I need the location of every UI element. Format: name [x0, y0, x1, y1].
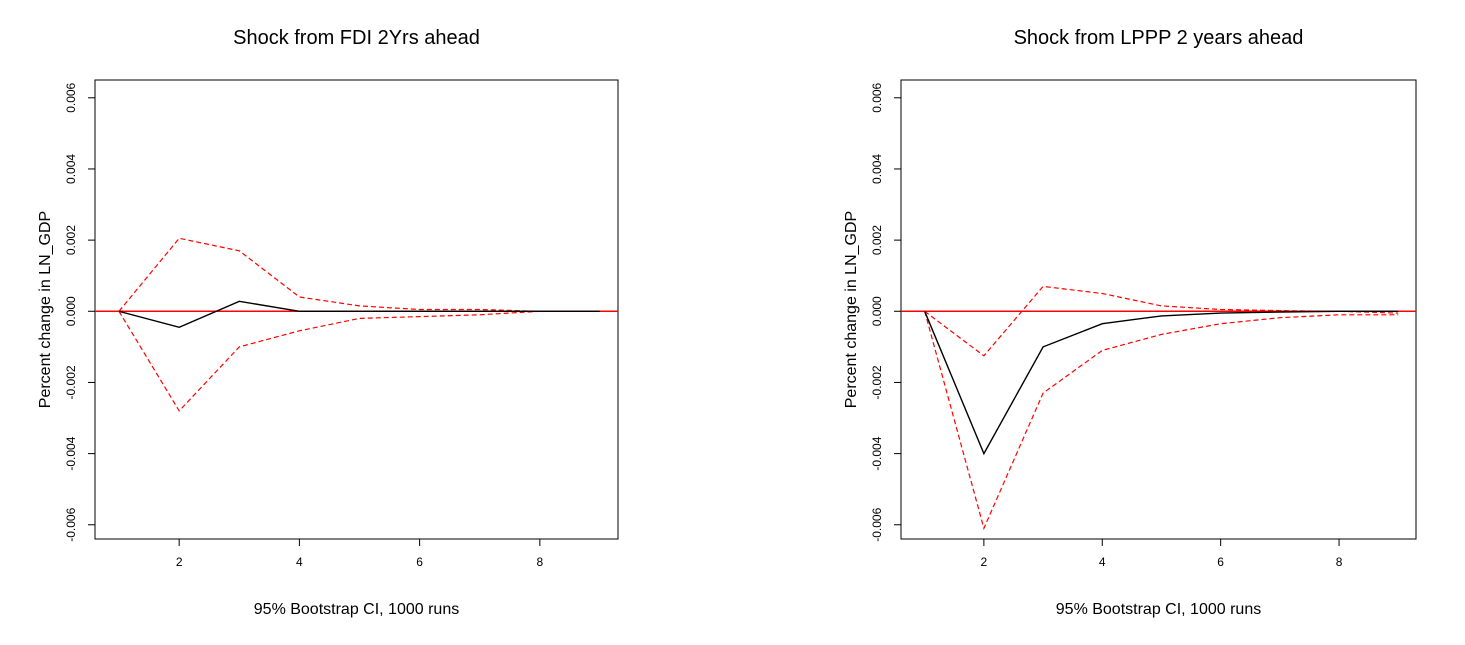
series-line-lower [118, 310, 600, 412]
y-tick-label: -0.004 [64, 436, 78, 470]
plot-frame [94, 79, 619, 540]
y-tick-label: -0.006 [870, 507, 884, 541]
y-axis-label: Percent change in LN_GDP [37, 211, 54, 408]
chart-panel-2: Shock from LPPP 2 years ahead 95% Bootstr… [843, 27, 1417, 618]
x-tick-label: 8 [1336, 555, 1343, 569]
x-axis-label: 95% Bootstrap CI, 1000 runs [254, 601, 459, 618]
chart-panel-1: Shock from FDI 2Yrs ahead 95% Bootstrap C… [37, 27, 619, 618]
x-tick-label: 6 [416, 555, 423, 569]
x-axis-label: 95% Bootstrap CI, 1000 runs [1056, 601, 1261, 618]
y-axis-label: Percent change in LN_GDP [843, 211, 860, 408]
y-tick-label: 0.006 [870, 82, 884, 112]
y-tick-label: 0.004 [870, 154, 884, 184]
plot-frame [900, 79, 1417, 540]
series-line-lower [924, 311, 1399, 531]
x-tick-label: 8 [537, 555, 544, 569]
y-tick-label: 0.000 [64, 296, 78, 326]
y-tick-label: -0.006 [64, 507, 78, 541]
y-tick-label: -0.002 [870, 365, 884, 399]
x-tick-label: 4 [1099, 555, 1106, 569]
series-line-response [924, 310, 1399, 456]
chart-title: Shock from FDI 2Yrs ahead [233, 27, 480, 49]
series-line-upper [924, 285, 1399, 357]
y-tick-label: -0.004 [870, 436, 884, 470]
chart-title: Shock from LPPP 2 years ahead [1014, 27, 1304, 49]
y-tick-label: 0.000 [870, 296, 884, 326]
x-tick-label: 6 [1217, 555, 1224, 569]
y-tick-label: 0.004 [64, 154, 78, 184]
y-tick-label: 0.002 [64, 225, 78, 255]
x-tick-label: 4 [296, 555, 303, 569]
y-tick-label: 0.006 [64, 82, 78, 112]
y-tick-label: 0.002 [870, 225, 884, 255]
x-tick-label: 2 [981, 555, 988, 569]
y-tick-label: -0.002 [64, 365, 78, 399]
series-line-upper [118, 237, 600, 312]
x-tick-label: 2 [176, 555, 183, 569]
series-line-response [118, 300, 600, 329]
